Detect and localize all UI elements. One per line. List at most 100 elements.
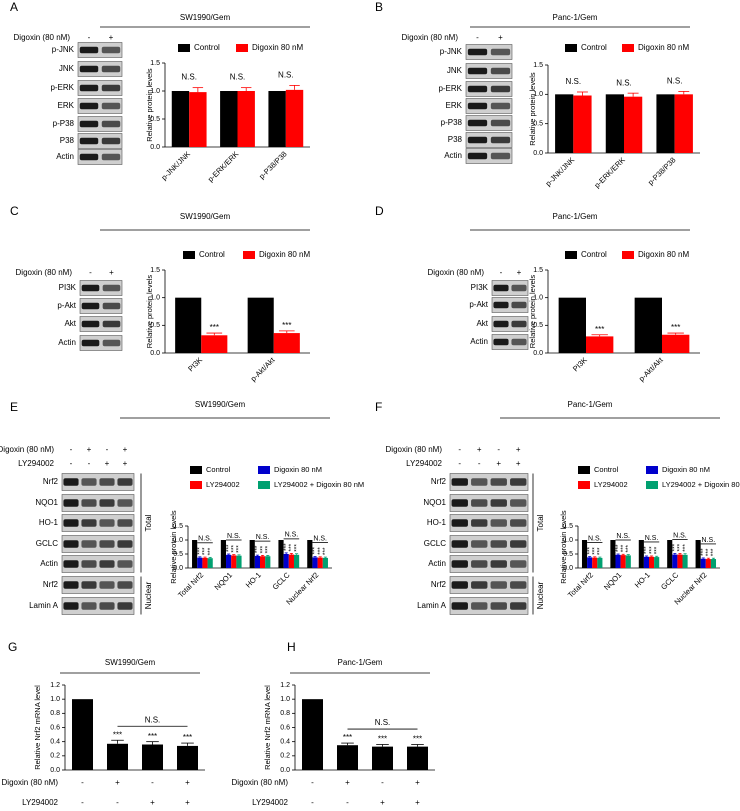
x-tick-label: p-P38/P38 — [257, 149, 288, 180]
legend-label: Control — [199, 250, 225, 259]
y-tick-label: 1.0 — [150, 295, 160, 302]
blot-strip — [465, 148, 513, 164]
treatment-sign: - — [88, 33, 91, 42]
bar — [226, 554, 232, 568]
blot-band — [493, 320, 509, 328]
blot-label: p-P38 — [53, 119, 75, 128]
blot-strip — [61, 473, 135, 491]
bar — [278, 540, 284, 568]
legend-swatch — [646, 466, 658, 474]
y-tick-label: 1.5 — [533, 62, 543, 69]
significance: *** — [322, 547, 329, 555]
bar — [293, 554, 300, 568]
blot-band — [511, 284, 527, 292]
blot-band — [79, 65, 99, 73]
blot-band — [63, 499, 79, 507]
legend-swatch — [183, 251, 195, 259]
panel-title: Panc-1/Gem — [338, 658, 383, 667]
blot-label: PI3K — [59, 283, 77, 292]
legend-label: Control — [206, 465, 231, 474]
blot-label: p-Akt — [57, 301, 76, 310]
blot-band — [510, 519, 527, 527]
blot-band — [467, 152, 488, 160]
significance: *** — [283, 543, 290, 551]
blot-label: Nrf2 — [43, 580, 59, 589]
bar — [317, 557, 323, 568]
bar — [207, 558, 213, 568]
blot-label: Akt — [64, 319, 76, 328]
blot-band — [99, 519, 115, 527]
treatment-sign: + — [516, 445, 521, 454]
group-significance: N.S. — [230, 73, 246, 82]
panel-letter: E — [10, 400, 18, 414]
treatment-sign: + — [123, 445, 128, 454]
blot-band — [63, 519, 79, 527]
blot-band — [493, 338, 509, 346]
treatment-sign: - — [500, 268, 503, 277]
blot-strip — [465, 132, 513, 148]
blot-band — [490, 102, 511, 110]
y-tick-label: 1.5 — [150, 267, 160, 274]
legend-label: Digoxin 80 nM — [638, 43, 689, 52]
bar — [610, 540, 616, 568]
blot-label: Actin — [40, 559, 58, 568]
legend-swatch — [565, 251, 577, 259]
bar — [643, 556, 649, 568]
treatment-name: Digoxin (80 nM) — [14, 33, 71, 42]
treatment-sign: + — [498, 33, 503, 42]
blot-label: p-P38 — [441, 118, 463, 127]
bar — [656, 94, 675, 153]
significance: *** — [282, 321, 291, 330]
bracket-label: N.S. — [375, 718, 391, 727]
blot-strip — [61, 494, 135, 512]
y-tick-label: 1.0 — [563, 537, 573, 544]
blot-label: HO-1 — [39, 518, 59, 527]
group-significance: N.S. — [616, 78, 632, 87]
panel-title: SW1990/Gem — [180, 13, 231, 22]
bar — [273, 333, 300, 353]
bracket-label: N.S. — [145, 715, 161, 724]
y-axis-label: Relative protein levels — [528, 275, 537, 349]
y-tick-label: 0.0 — [533, 150, 543, 157]
bar — [322, 557, 328, 568]
bar — [189, 92, 207, 147]
blot-strip — [77, 42, 123, 58]
bar — [662, 334, 690, 353]
treatment-sign: + — [109, 33, 114, 42]
blot-band — [79, 102, 99, 110]
y-axis-label: Relative protein levels — [559, 510, 568, 584]
legend-swatch — [178, 44, 190, 52]
bar — [624, 96, 643, 153]
group-significance: N.S. — [616, 533, 630, 540]
y-tick-label: 1.2 — [280, 682, 290, 689]
x-tick-label: HO-1 — [244, 570, 263, 589]
bar — [142, 744, 163, 770]
blot-strip — [449, 535, 529, 553]
bar — [285, 89, 304, 147]
group-significance: N.S. — [702, 537, 716, 544]
blot-band — [467, 67, 488, 75]
treatment-sign: + — [123, 459, 128, 468]
treatment-name: Digoxin (80 nM) — [386, 445, 443, 454]
panel-letter: G — [8, 640, 17, 654]
bar — [586, 336, 614, 353]
blot-band — [117, 478, 133, 486]
significance: *** — [705, 548, 712, 556]
group-significance: N.S. — [227, 533, 241, 540]
blot-band — [79, 153, 99, 161]
blot-strip — [77, 116, 123, 132]
treatment-sign: + — [517, 268, 522, 277]
bar — [649, 556, 655, 568]
x-tick-label: Total Nrf2 — [566, 570, 595, 599]
significance: *** — [113, 730, 122, 739]
treatment-name: LY294002 — [252, 798, 288, 807]
blot-band — [101, 137, 121, 145]
bar — [597, 557, 603, 568]
treatment-sign: - — [81, 778, 84, 787]
significance: *** — [288, 543, 295, 551]
blot-band — [79, 84, 99, 92]
blot-band — [101, 120, 121, 128]
significance: *** — [254, 545, 261, 553]
blot-label: ERK — [58, 101, 75, 110]
blot-band — [511, 338, 527, 346]
